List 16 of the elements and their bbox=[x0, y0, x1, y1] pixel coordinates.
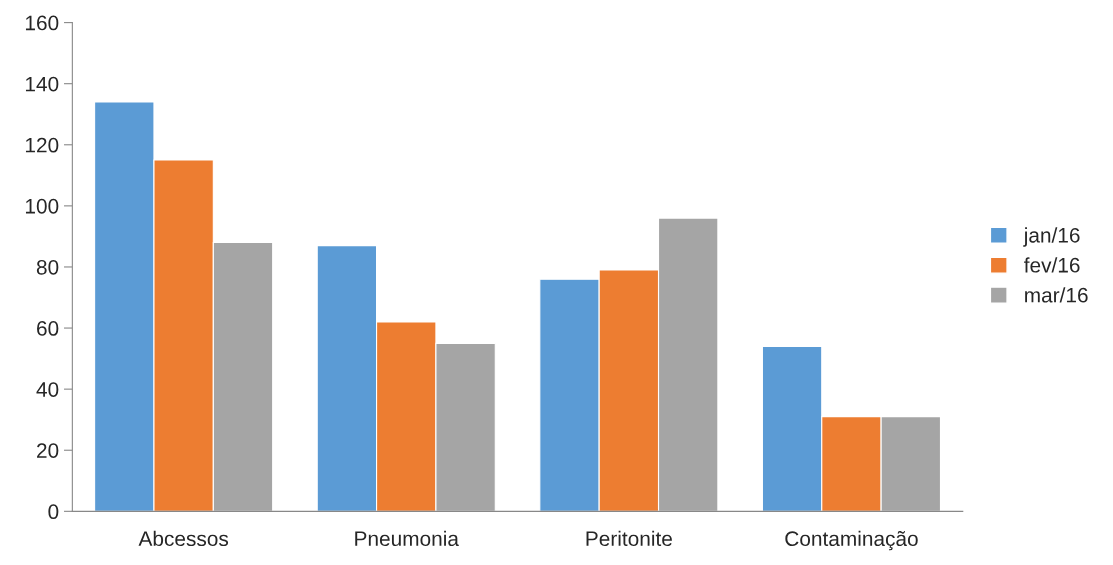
y-tick-label: 60 bbox=[37, 321, 59, 336]
legend-label: jan/16 bbox=[1023, 227, 1080, 247]
x-tick-label: Contaminação bbox=[785, 530, 918, 551]
legend-label: mar/16 bbox=[1025, 287, 1088, 303]
legend-label: fev/16 bbox=[1024, 257, 1080, 273]
y-tick-label: 0 bbox=[48, 504, 59, 520]
y-tick-label: 40 bbox=[36, 382, 59, 397]
y-tick-label: 100 bbox=[25, 198, 59, 214]
y-tick-label: 80 bbox=[36, 259, 59, 275]
y-tick-label: 160 bbox=[25, 15, 59, 31]
y-tick-label: 120 bbox=[25, 137, 59, 153]
y-tick-label: 20 bbox=[37, 443, 59, 458]
x-tick-label: Abcessos bbox=[138, 530, 229, 547]
x-tick-label: Peritonite bbox=[586, 530, 672, 547]
x-tick-label: Pneumonia bbox=[355, 530, 459, 547]
y-tick-label: 140 bbox=[25, 76, 59, 92]
